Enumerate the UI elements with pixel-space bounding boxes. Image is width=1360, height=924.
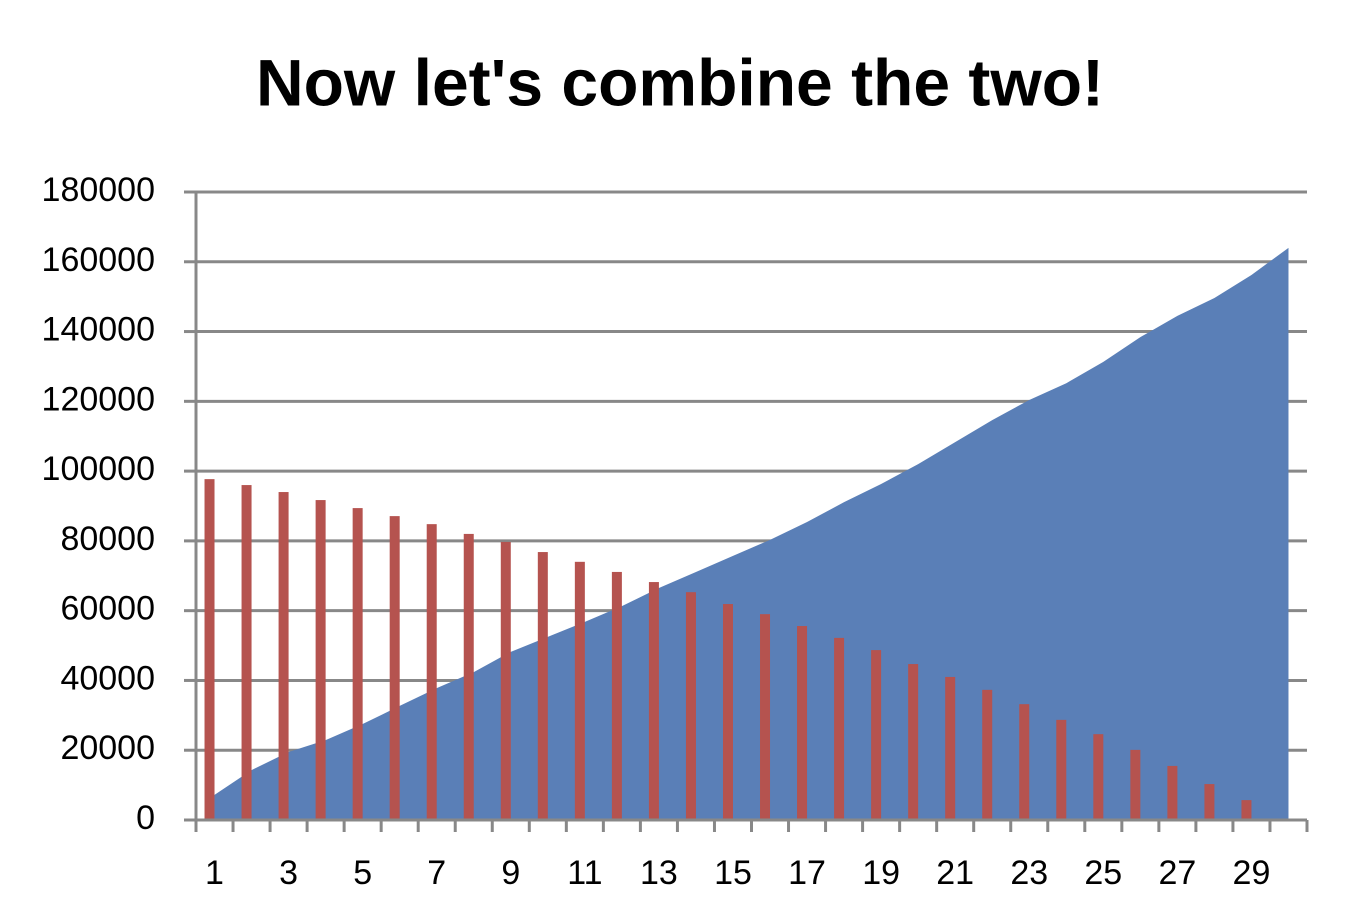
chart-title: Now let's combine the two! bbox=[256, 45, 1104, 119]
bar bbox=[611, 571, 622, 820]
bar bbox=[1204, 784, 1215, 820]
area bbox=[214, 247, 1289, 821]
bar bbox=[315, 500, 326, 820]
bar bbox=[537, 552, 548, 820]
x-tick-label: 13 bbox=[640, 854, 678, 892]
bar bbox=[834, 637, 845, 820]
bar bbox=[1167, 765, 1178, 820]
x-tick-label: 17 bbox=[788, 854, 826, 892]
bar bbox=[389, 516, 400, 820]
y-tick-label: 60000 bbox=[60, 590, 155, 628]
x-tick-label: 5 bbox=[353, 854, 372, 892]
x-tick-label: 11 bbox=[567, 854, 602, 892]
bar bbox=[1241, 800, 1252, 820]
x-tick-label: 23 bbox=[1010, 854, 1048, 892]
x-tick-label: 9 bbox=[501, 854, 520, 892]
x-tick-label: 27 bbox=[1158, 854, 1196, 892]
y-tick-label: 20000 bbox=[60, 729, 155, 767]
x-tick-label: 29 bbox=[1233, 854, 1271, 892]
bar bbox=[982, 689, 993, 820]
x-tick-label: 15 bbox=[714, 854, 752, 892]
y-tick-label: 120000 bbox=[42, 380, 155, 418]
x-tick-label: 3 bbox=[279, 854, 298, 892]
y-tick-label: 40000 bbox=[60, 659, 155, 697]
bar bbox=[204, 479, 215, 820]
x-tick-label: 21 bbox=[936, 854, 974, 892]
bar bbox=[574, 561, 585, 820]
y-tick-label: 0 bbox=[136, 799, 155, 837]
y-tick-label: 180000 bbox=[42, 171, 155, 209]
bar bbox=[241, 485, 252, 820]
x-tick-label: 1 bbox=[205, 854, 224, 892]
bar bbox=[278, 492, 289, 820]
bar bbox=[685, 592, 696, 820]
bar bbox=[797, 626, 808, 820]
bar bbox=[648, 582, 659, 820]
bar bbox=[760, 614, 771, 820]
bar bbox=[463, 533, 474, 820]
bar bbox=[1019, 704, 1030, 820]
y-tick-label: 160000 bbox=[42, 241, 155, 279]
y-tick-label: 100000 bbox=[42, 450, 155, 488]
bar bbox=[1093, 734, 1104, 820]
bar bbox=[500, 541, 511, 820]
x-tick-label: 25 bbox=[1084, 854, 1122, 892]
bar bbox=[426, 524, 437, 820]
bar bbox=[1056, 719, 1067, 820]
bar bbox=[945, 676, 956, 820]
bar bbox=[1130, 749, 1141, 820]
x-tick-label: 19 bbox=[862, 854, 900, 892]
bar bbox=[722, 604, 733, 820]
x-tick-label: 7 bbox=[427, 854, 446, 892]
bar bbox=[352, 508, 363, 820]
bar bbox=[908, 664, 919, 820]
y-tick-label: 80000 bbox=[60, 520, 155, 558]
y-tick-label: 140000 bbox=[42, 311, 155, 349]
bar bbox=[871, 650, 882, 820]
